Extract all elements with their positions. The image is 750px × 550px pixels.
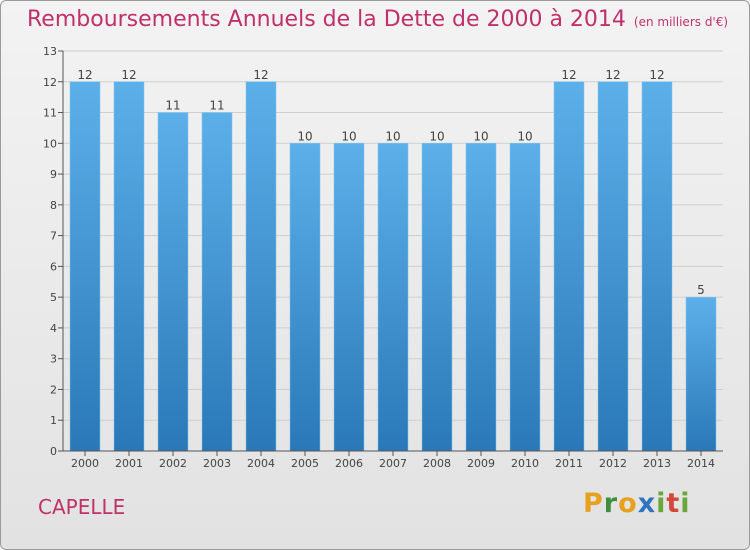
- proxiti-logo: Proxiti: [583, 488, 691, 519]
- chart-title: Remboursements Annuels de la Dette de 20…: [27, 7, 626, 32]
- y-tick-label-3: 3: [50, 353, 57, 366]
- logo-letter-3: x: [637, 488, 657, 519]
- bar-2008: [421, 143, 453, 452]
- value-label-2000: 12: [77, 68, 92, 82]
- x-tick-label-2003: 2003: [203, 457, 231, 470]
- x-tick-label-2014: 2014: [687, 457, 715, 470]
- y-tick-label-12: 12: [43, 76, 57, 89]
- value-label-2009: 10: [473, 129, 488, 143]
- value-label-2008: 10: [429, 129, 444, 143]
- y-tick-label-9: 9: [50, 168, 57, 181]
- bar-2002: [157, 112, 189, 452]
- value-label-2005: 10: [297, 129, 312, 143]
- logo-letter-5: t: [666, 488, 681, 519]
- bar-2014: [685, 296, 717, 452]
- y-tick-label-4: 4: [50, 322, 57, 335]
- y-tick-label-11: 11: [43, 107, 57, 120]
- x-tick-label-2013: 2013: [643, 457, 671, 470]
- value-label-2010: 10: [517, 129, 532, 143]
- y-tick-label-13: 13: [43, 45, 57, 58]
- logo-letter-0: P: [583, 488, 604, 519]
- value-label-2002: 11: [165, 99, 180, 113]
- value-label-2006: 10: [341, 129, 356, 143]
- y-tick-label-0: 0: [50, 445, 57, 458]
- y-tick-label-1: 1: [50, 414, 57, 427]
- x-tick-label-2006: 2006: [335, 457, 363, 470]
- logo-letter-4: i: [656, 488, 667, 519]
- x-tick-label-2007: 2007: [379, 457, 407, 470]
- bar-2013: [641, 81, 673, 452]
- bar-2006: [333, 143, 365, 452]
- x-tick-label-2009: 2009: [467, 457, 495, 470]
- value-label-2003: 11: [209, 99, 224, 113]
- x-tick-label-2010: 2010: [511, 457, 539, 470]
- bar-2001: [113, 81, 145, 452]
- value-label-2011: 12: [561, 68, 576, 82]
- y-tick-label-5: 5: [50, 291, 57, 304]
- logo-letter-6: i: [680, 488, 691, 519]
- logo-letter-2: o: [618, 488, 638, 519]
- x-tick-label-2005: 2005: [291, 457, 319, 470]
- bar-2004: [245, 81, 277, 452]
- bar-2000: [69, 81, 101, 452]
- y-tick-label-10: 10: [43, 137, 57, 150]
- bar-2012: [597, 81, 629, 452]
- x-tick-label-2002: 2002: [159, 457, 187, 470]
- bar-2003: [201, 112, 233, 452]
- value-label-2007: 10: [385, 129, 400, 143]
- y-tick-label-2: 2: [50, 383, 57, 396]
- y-tick-label-6: 6: [50, 260, 57, 273]
- x-tick-label-2000: 2000: [71, 457, 99, 470]
- bar-2009: [465, 143, 497, 452]
- y-tick-label-7: 7: [50, 230, 57, 243]
- commune-name: CAPELLE: [38, 495, 126, 519]
- value-label-2001: 12: [121, 68, 136, 82]
- x-tick-label-2004: 2004: [247, 457, 275, 470]
- x-tick-label-2011: 2011: [555, 457, 583, 470]
- bar-2005: [289, 143, 321, 452]
- bar-2007: [377, 143, 409, 452]
- value-label-2004: 12: [253, 68, 268, 82]
- bar-2011: [553, 81, 585, 452]
- logo-letter-1: r: [603, 488, 619, 519]
- value-label-2012: 12: [605, 68, 620, 82]
- x-tick-label-2008: 2008: [423, 457, 451, 470]
- x-tick-label-2001: 2001: [115, 457, 143, 470]
- value-label-2014: 5: [697, 283, 705, 297]
- value-label-2013: 12: [649, 68, 664, 82]
- y-tick-label-8: 8: [50, 199, 57, 212]
- bar-2010: [509, 143, 541, 452]
- bars-layer: 12 12 11 11 12 10 10 10 10 10 10 12 12 12 5: [69, 68, 717, 452]
- x-tick-label-2012: 2012: [599, 457, 627, 470]
- chart-subtitle: (en milliers d'€): [633, 15, 729, 29]
- chart-title-block: Remboursements Annuels de la Dette de 20…: [27, 7, 728, 32]
